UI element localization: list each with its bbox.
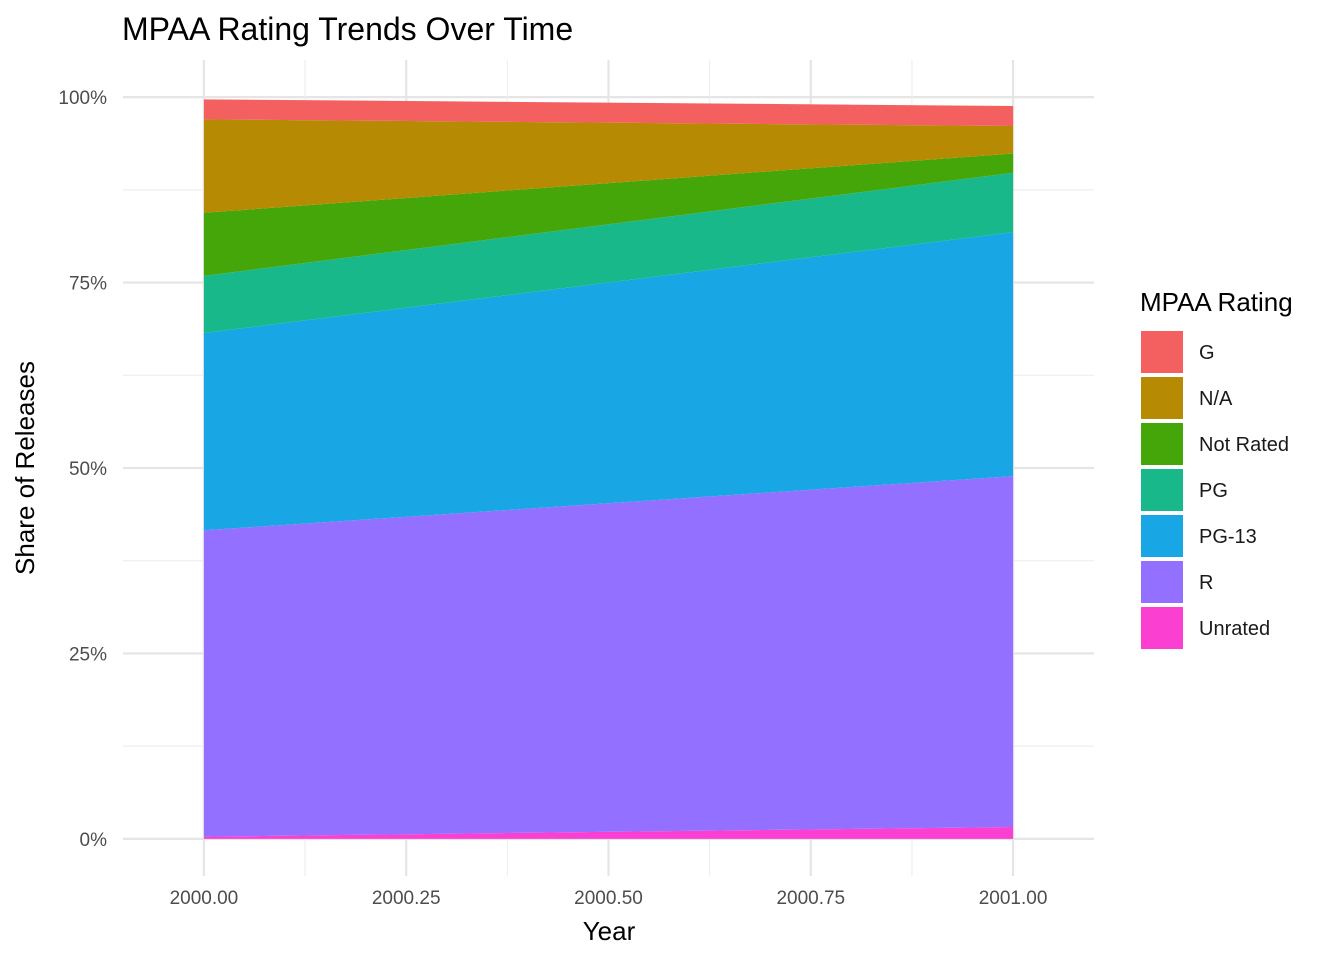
x-tick-label: 2000.00 (170, 888, 239, 909)
plot-areas (203, 99, 1014, 839)
y-tick-label: 50% (69, 459, 107, 480)
area-pg (203, 172, 1014, 333)
x-axis-title: Year (583, 916, 636, 946)
legend: MPAA Rating G N/A Not Rated PG PG-13 R Unrated (1140, 287, 1293, 649)
x-tick-label: 2000.50 (574, 888, 643, 909)
area-not-rated (203, 153, 1014, 276)
legend-label-not-rated: Not Rated (1199, 434, 1289, 456)
y-tick-label: 75% (69, 274, 107, 295)
legend-key-g (1141, 331, 1183, 373)
area-g (203, 99, 1014, 127)
legend-title: MPAA Rating (1140, 287, 1293, 317)
legend-key-unrated (1141, 607, 1183, 649)
y-axis-title: Share of Releases (10, 361, 40, 575)
y-tick-label: 100% (58, 88, 107, 109)
legend-label-r: R (1199, 572, 1213, 594)
area-r (203, 476, 1014, 837)
x-tick-label: 2001.00 (979, 888, 1048, 909)
x-tick-label: 2000.75 (776, 888, 845, 909)
legend-key-pg (1141, 469, 1183, 511)
legend-label-pg-13: PG-13 (1199, 526, 1257, 548)
legend-key-r (1141, 561, 1183, 603)
legend-label-unrated: Unrated (1199, 618, 1270, 640)
legend-key-pg-13 (1141, 515, 1183, 557)
y-tick-label: 25% (69, 644, 107, 665)
x-tick-label: 2000.25 (372, 888, 441, 909)
area-unrated (203, 827, 1014, 839)
area-n-a (203, 119, 1014, 213)
y-tick-label: 0% (80, 830, 108, 851)
legend-key-n-a (1141, 377, 1183, 419)
legend-label-n-a: N/A (1199, 388, 1233, 410)
x-axis-ticks: 2000.00 2000.25 2000.50 2000.75 2001.00 (170, 888, 1048, 909)
area-pg-13 (203, 232, 1014, 531)
y-axis-ticks: 0% 25% 50% 75% 100% (58, 88, 107, 851)
legend-key-not-rated (1141, 423, 1183, 465)
chart-title: MPAA Rating Trends Over Time (122, 11, 573, 47)
legend-label-pg: PG (1199, 480, 1228, 502)
legend-label-g: G (1199, 342, 1215, 364)
